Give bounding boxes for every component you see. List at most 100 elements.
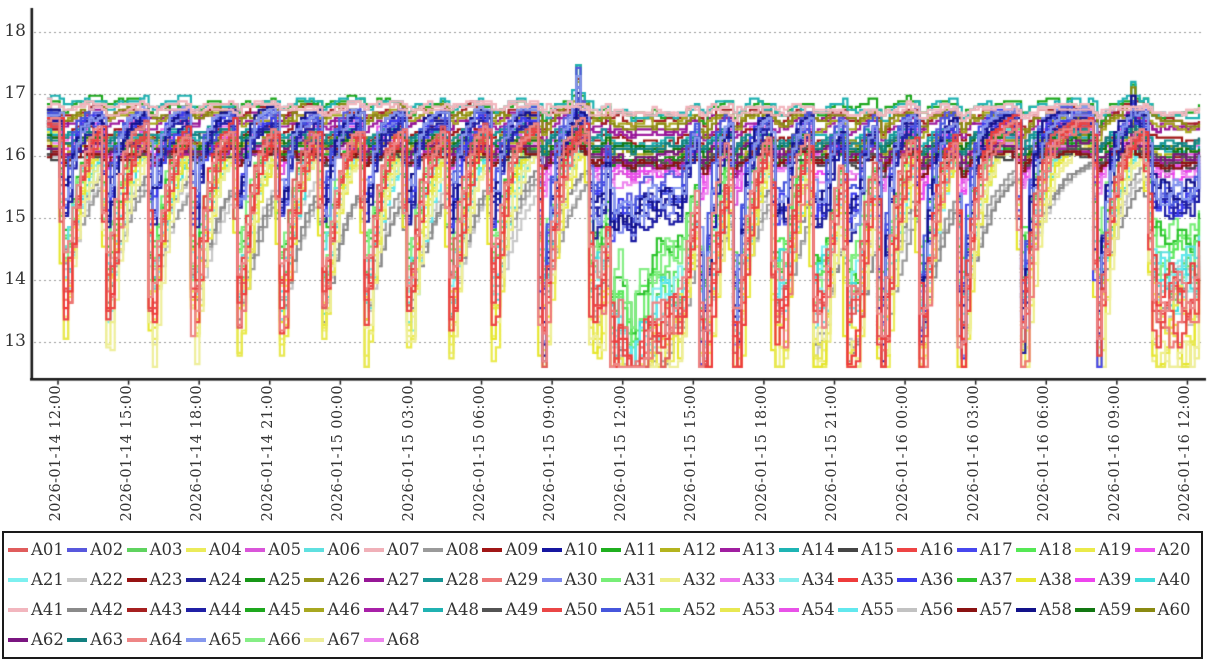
- legend-label: A33: [742, 569, 776, 589]
- legend-swatch: [660, 608, 681, 612]
- legend: A01 A02 A03 A04 A05 A06 A07 A08 A09 A10 A11 A12 A13 A…: [2, 531, 1203, 659]
- legend-label: A10: [564, 539, 598, 559]
- legend-item: A55: [838, 595, 897, 625]
- legend-swatch: [67, 578, 88, 582]
- legend-item: A09: [482, 535, 541, 565]
- legend-label: A49: [505, 599, 539, 619]
- legend-swatch: [719, 548, 740, 552]
- legend-label: A43: [149, 599, 183, 619]
- legend-label: A28: [446, 569, 479, 589]
- legend-swatch: [600, 578, 621, 582]
- legend-item: A50: [541, 595, 601, 625]
- legend-item: A35: [838, 565, 897, 595]
- legend-item: A66: [245, 625, 304, 655]
- legend-swatch: [185, 638, 206, 642]
- legend-swatch: [719, 608, 740, 612]
- legend-label: A60: [1157, 599, 1191, 619]
- legend-label: A31: [623, 569, 657, 589]
- legend-label: A06: [327, 539, 361, 559]
- legend-swatch: [719, 578, 740, 582]
- legend-label: A54: [801, 599, 835, 619]
- legend-item: A68: [363, 625, 423, 655]
- legend-swatch: [363, 548, 384, 552]
- legend-swatch: [126, 578, 147, 582]
- legend-swatch: [541, 578, 562, 582]
- legend-item: A02: [67, 535, 126, 565]
- legend-item: A29: [482, 565, 541, 595]
- legend-item: A27: [363, 565, 423, 595]
- legend-swatch: [897, 578, 918, 582]
- legend-item: A17: [956, 535, 1016, 565]
- legend-item: A30: [541, 565, 601, 595]
- legend-item: A19: [1075, 535, 1134, 565]
- legend-swatch: [1016, 608, 1037, 612]
- legend-swatch: [778, 578, 799, 582]
- x-tick-label: 2026-01-15 21:00: [824, 385, 841, 522]
- x-tick-label: 2026-01-15 09:00: [542, 385, 559, 522]
- legend-swatch: [838, 608, 859, 612]
- legend-item: A15: [838, 535, 897, 565]
- legend-item: A51: [600, 595, 660, 625]
- legend-label: A29: [505, 569, 539, 589]
- x-tick-label: 2026-01-14 18:00: [189, 385, 206, 522]
- y-tick-label: 16: [4, 144, 26, 165]
- legend-item: A26: [304, 565, 363, 595]
- legend-label: A16: [920, 539, 954, 559]
- legend-label: A51: [623, 599, 657, 619]
- legend-swatch: [304, 578, 325, 582]
- legend-item: A08: [423, 535, 482, 565]
- legend-label: A08: [446, 539, 479, 559]
- x-tick-label: 2026-01-15 06:00: [471, 385, 488, 522]
- legend-item: A43: [126, 595, 186, 625]
- legend-label: A35: [861, 569, 895, 589]
- legend-label: A55: [861, 599, 895, 619]
- legend-swatch: [897, 548, 918, 552]
- legend-label: A09: [505, 539, 539, 559]
- legend-swatch: [245, 578, 266, 582]
- legend-item: A03: [126, 535, 186, 565]
- legend-swatch: [304, 548, 325, 552]
- legend-label: A48: [446, 599, 479, 619]
- y-tick-label: 14: [4, 269, 26, 290]
- y-tick-label: 17: [4, 82, 26, 103]
- legend-item: A33: [719, 565, 779, 595]
- legend-label: A38: [1039, 569, 1072, 589]
- legend-label: A13: [742, 539, 776, 559]
- legend-swatch: [363, 578, 384, 582]
- legend-swatch: [541, 548, 562, 552]
- legend-swatch: [1075, 578, 1096, 582]
- legend-item: A59: [1075, 595, 1134, 625]
- legend-label: A34: [801, 569, 835, 589]
- legend-swatch: [956, 578, 977, 582]
- x-tick-label: 2026-01-14 15:00: [118, 385, 135, 522]
- legend-item: A46: [304, 595, 363, 625]
- legend-item: A63: [67, 625, 126, 655]
- legend-swatch: [482, 548, 503, 552]
- legend-swatch: [838, 548, 859, 552]
- legend-swatch: [956, 608, 977, 612]
- legend-label: A36: [920, 569, 954, 589]
- x-tick-label: 2026-01-15 15:00: [683, 385, 700, 522]
- legend-label: A32: [683, 569, 717, 589]
- x-tick-label: 2026-01-16 09:00: [1106, 385, 1123, 522]
- legend-swatch: [185, 548, 206, 552]
- legend-label: A05: [268, 539, 302, 559]
- legend-label: A20: [1157, 539, 1191, 559]
- legend-swatch: [126, 548, 147, 552]
- legend-item: A44: [185, 595, 245, 625]
- legend-label: A23: [149, 569, 183, 589]
- legend-label: A44: [208, 599, 242, 619]
- x-tick-label: 2026-01-14 12:00: [48, 385, 64, 522]
- legend-label: A25: [268, 569, 302, 589]
- legend-item: A49: [482, 595, 541, 625]
- legend-item: A56: [897, 595, 956, 625]
- legend-swatch: [1016, 578, 1037, 582]
- legend-item: A10: [541, 535, 601, 565]
- x-tick-label: 2026-01-16 00:00: [895, 385, 912, 522]
- legend-swatch: [185, 578, 206, 582]
- legend-item: A06: [304, 535, 363, 565]
- legend-label: A19: [1098, 539, 1132, 559]
- legend-swatch: [8, 608, 28, 612]
- legend-label: A62: [31, 629, 64, 649]
- legend-label: A12: [683, 539, 717, 559]
